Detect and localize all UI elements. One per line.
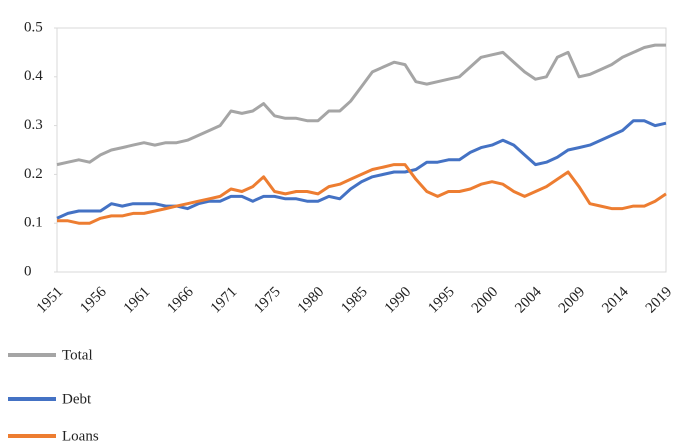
- y-tick-label: 0.5: [24, 19, 43, 35]
- series-line: [56, 43, 666, 167]
- legend-label: Loans: [62, 428, 99, 444]
- x-tick-label: 1995: [425, 284, 458, 317]
- x-tick-label: 1980: [295, 284, 328, 317]
- x-tick-label: 2004: [512, 284, 545, 317]
- x-tick-label: 1961: [121, 284, 154, 317]
- series-line: [57, 163, 667, 225]
- x-tick-label: 2014: [599, 284, 632, 317]
- x-tick-label: 1956: [77, 284, 110, 317]
- y-tick-label: 0.4: [24, 68, 43, 84]
- y-tick-label: 0.1: [24, 215, 43, 231]
- x-tick-label: 1985: [338, 284, 371, 317]
- plot-frame: [56, 27, 667, 273]
- legend-label: Debt: [62, 391, 92, 407]
- x-tick-label: 1951: [34, 284, 67, 317]
- x-tick-label: 1966: [164, 284, 197, 317]
- y-tick-label: 0.2: [24, 166, 43, 182]
- series-line: [56, 119, 667, 220]
- y-tick-label: 0: [24, 263, 32, 279]
- x-tick-label: 1975: [251, 284, 284, 317]
- x-tick-label: 2000: [469, 284, 502, 317]
- y-tick-label: 0.3: [24, 117, 43, 133]
- x-tick-label: 1971: [208, 284, 241, 317]
- x-tick-label: 1990: [382, 284, 415, 317]
- x-tick-label: 2009: [556, 284, 589, 317]
- legend-label: Total: [62, 347, 93, 363]
- x-tick-label: 2019: [643, 284, 676, 317]
